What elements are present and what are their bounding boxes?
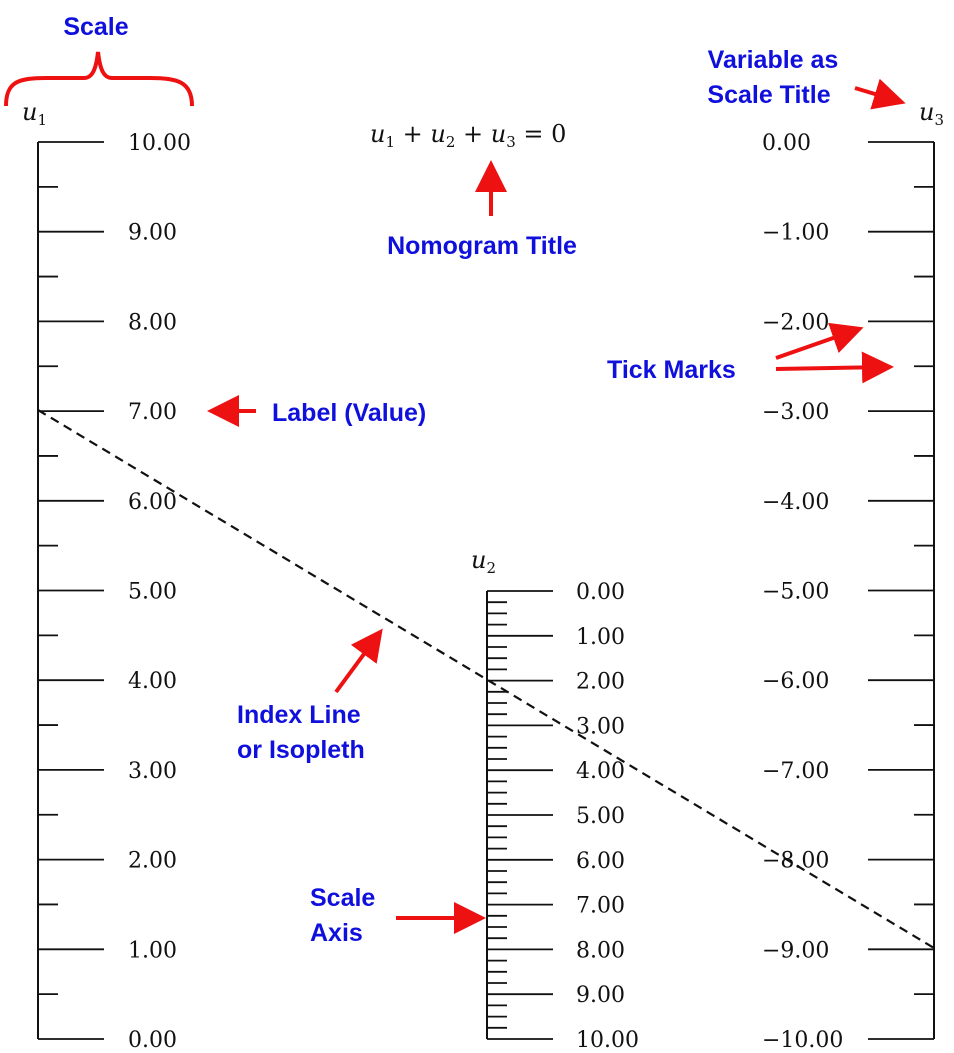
tick-label: −1.00: [762, 221, 829, 246]
annotation-index-line: Index Line: [237, 701, 361, 729]
tick-label: −8.00: [762, 849, 829, 874]
tick-label: −2.00: [762, 310, 829, 335]
tick-label: −6.00: [762, 669, 829, 694]
tick-label: 2.00: [128, 849, 177, 874]
tick-label: 10.00: [128, 131, 191, 156]
tick-label: −4.00: [762, 490, 829, 515]
annotation-scale-title: Scale Title: [707, 81, 830, 109]
scale-u1: 10.00 9.00 8.00 7.00 6.00 5.00 4.00 3.00 2.00 1.0…: [37, 131, 191, 1053]
annotation-tick-marks: Tick Marks: [607, 356, 736, 384]
tick-label: 7.00: [576, 894, 625, 919]
tick-label: 9.00: [576, 983, 625, 1008]
tick-label: 0.00: [576, 580, 625, 605]
annotation-nomogram-title: Nomogram Title: [387, 232, 577, 260]
tick-label: −5.00: [762, 580, 829, 605]
tick-marks-arrow-lower: [775, 351, 894, 384]
scale-title-u2: u2: [471, 546, 496, 577]
tick-label: 8.00: [576, 938, 625, 963]
annotation-scale: Scale: [63, 13, 128, 41]
scale-brace: [4, 51, 194, 107]
scale-title-u1: u1: [22, 98, 47, 129]
annotation-scale-axis-2: Axis: [310, 919, 363, 947]
tick-label: 8.00: [128, 310, 177, 335]
nomogram-title: u1 + u2 + u3 = 0: [370, 120, 566, 151]
isopleth-line: [37, 409, 935, 949]
tick-label: 3.00: [576, 714, 625, 739]
tick-label: 5.00: [128, 580, 177, 605]
annotation-scale-axis-1: Scale: [310, 884, 375, 912]
scale-title-arrow: [854, 78, 906, 110]
annotation-label-value: Label (Value): [272, 399, 426, 427]
tick-label: 10.00: [576, 1028, 639, 1053]
tick-label: −10.00: [762, 1028, 843, 1053]
tick-label: 1.00: [576, 625, 625, 650]
tick-label: 5.00: [576, 804, 625, 829]
tick-label: −7.00: [762, 759, 829, 784]
tick-label: 0.00: [762, 131, 811, 156]
tick-label: 0.00: [128, 1028, 177, 1053]
tick-label: 2.00: [576, 670, 625, 695]
tick-label: 1.00: [128, 938, 177, 963]
tick-label: 6.00: [576, 849, 625, 874]
tick-label: 4.00: [576, 759, 625, 784]
annotation-or-isopleth: or Isopleth: [237, 736, 365, 764]
tick-label: −9.00: [762, 938, 829, 963]
annotation-variable-as: Variable as: [708, 46, 839, 74]
scale-u3: 0.00 −1.00 −2.00 −3.00 −4.00 −5.00 −6.00 −7.00 −…: [762, 131, 935, 1053]
scale-u2: 0.00 1.00 2.00 3.00 4.00 5.00 6.00 7.00 8.00 9.00…: [486, 580, 639, 1053]
tick-marks-arrow-upper: [775, 322, 864, 360]
tick-label: −3.00: [762, 400, 829, 425]
tick-label: 9.00: [128, 221, 177, 246]
tick-label: 6.00: [128, 490, 177, 515]
index-line-arrow: [334, 628, 383, 694]
scale-title-u3: u3: [919, 98, 944, 129]
tick-label: 4.00: [128, 669, 177, 694]
tick-label: 7.00: [128, 400, 177, 425]
tick-label: 3.00: [128, 759, 177, 784]
